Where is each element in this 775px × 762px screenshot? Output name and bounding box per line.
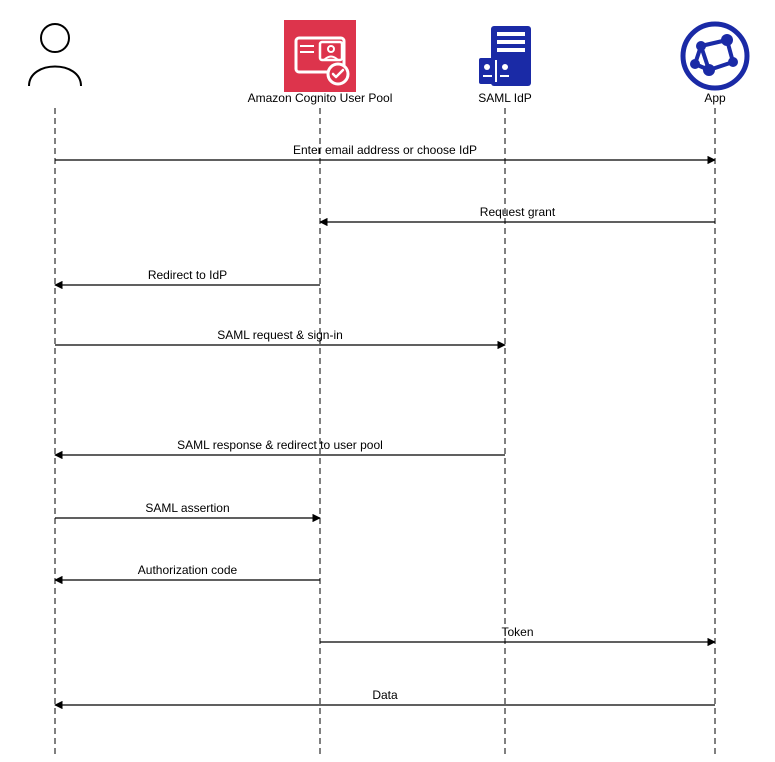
message-label: SAML assertion — [145, 501, 229, 515]
message-label: SAML request & sign-in — [217, 328, 343, 342]
cognito-icon — [284, 20, 356, 92]
message-label: Authorization code — [138, 563, 238, 577]
message-label: SAML response & redirect to user pool — [177, 438, 383, 452]
cognito-label: Amazon Cognito User Pool — [248, 91, 393, 105]
message-label: Redirect to IdP — [148, 268, 227, 282]
message-label: Enter email address or choose IdP — [293, 143, 477, 157]
idp-label: SAML IdP — [478, 91, 532, 105]
message-label: Request grant — [480, 205, 556, 219]
app-label: App — [704, 91, 726, 105]
message-label: Data — [372, 688, 398, 702]
sequence-diagram: Amazon Cognito User Pool SAML IdP App Enter… — [0, 0, 775, 762]
message-label: Token — [501, 625, 533, 639]
